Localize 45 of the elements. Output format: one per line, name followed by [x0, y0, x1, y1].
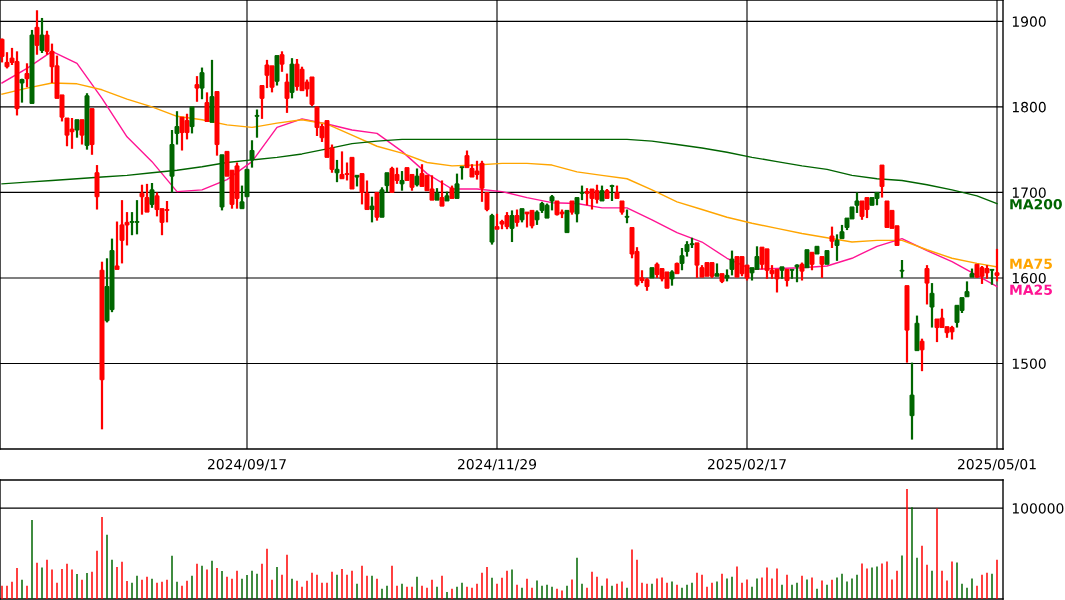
y-tick-label: 1900 — [1012, 16, 1046, 27]
candlestick — [454, 172, 460, 200]
candlestick — [204, 91, 210, 123]
candlestick — [929, 281, 935, 329]
series-label: MA25 — [1010, 284, 1052, 295]
y-tick-label: 1800 — [1012, 101, 1046, 113]
candlestick — [439, 179, 445, 208]
candlestick — [919, 337, 925, 373]
candlestick — [79, 118, 85, 146]
y-tick-label: 1500 — [1012, 358, 1046, 369]
y-tick-label: 100000 — [1012, 503, 1064, 514]
candlestick — [254, 108, 260, 139]
candlestick — [399, 169, 405, 192]
candlestick — [729, 249, 735, 277]
series-label: MA75 — [1010, 258, 1052, 269]
candlestick — [284, 72, 290, 114]
candlestick — [879, 163, 885, 199]
series-label: MA200 — [1010, 198, 1062, 210]
candlestick — [279, 50, 285, 73]
candlestick — [39, 16, 45, 55]
y-tick-label: 1600 — [1012, 272, 1046, 284]
candlestick — [24, 62, 30, 89]
candlestick — [509, 209, 515, 244]
x-tick-label: 2024/09/17 — [207, 458, 286, 471]
candlestick — [149, 181, 155, 209]
candlestick — [334, 158, 340, 184]
candlestick — [189, 105, 195, 135]
x-tick-label: 2025/05/01 — [957, 458, 1036, 471]
y-tick-label: 1700 — [1012, 187, 1046, 198]
candlestick — [369, 195, 375, 224]
x-tick-label: 2024/11/29 — [457, 458, 537, 471]
line-series — [1, 138, 998, 205]
candlestick — [994, 247, 1000, 283]
x-tick-label: 2025/02/17 — [707, 458, 786, 471]
candlestick — [0, 37, 5, 64]
candlestick — [199, 66, 205, 101]
candlestick — [909, 361, 915, 441]
candlestick — [34, 9, 40, 56]
candlestick — [564, 209, 570, 234]
candlestick — [829, 225, 835, 250]
candlestick — [194, 75, 200, 103]
candlestick — [339, 150, 345, 180]
candlestick — [94, 163, 100, 211]
candlestick — [819, 255, 825, 280]
candlestick — [924, 264, 930, 306]
